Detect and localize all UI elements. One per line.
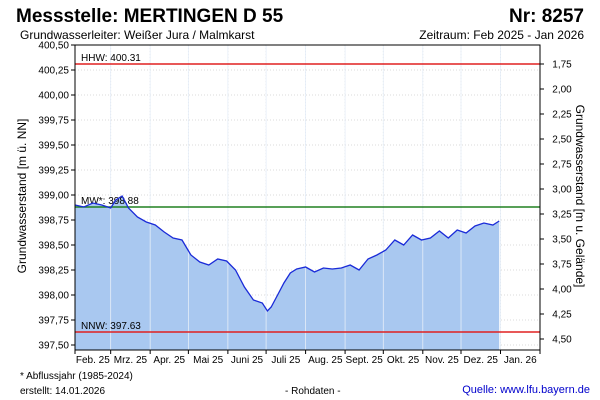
y-tick-label: 397,50 — [38, 341, 69, 352]
y2-tick-label: 3,00 — [552, 185, 572, 196]
y-tick-label: 400,25 — [38, 66, 69, 77]
y2-tick-label: 3,75 — [552, 260, 572, 271]
y2-tick-label: 4,50 — [552, 335, 572, 346]
y-tick-label: 399,00 — [38, 191, 69, 202]
x-tick-label: Juli 25 — [271, 355, 300, 366]
y-tick-label: 400,50 — [38, 41, 69, 52]
y2-tick-label: 2,50 — [552, 135, 572, 146]
y-tick-label: 397,75 — [38, 316, 69, 327]
y-tick-label: 398,50 — [38, 241, 69, 252]
period-info: Zeitraum: Feb 2025 - Jan 2026 — [419, 28, 584, 42]
x-tick-label: Aug. 25 — [308, 355, 343, 366]
y-axis-label: Grundwasserstand [m ü. NN] — [15, 119, 29, 274]
y2-tick-label: 4,25 — [552, 310, 572, 321]
y-tick-label: 398,75 — [38, 216, 69, 227]
x-tick-label: Feb. 25 — [76, 355, 110, 366]
water-level-area — [75, 196, 500, 350]
footnote: * Abflussjahr (1985-2024) — [20, 371, 133, 382]
y-tick-label: 399,75 — [38, 116, 69, 127]
y2-tick-label: 2,00 — [552, 85, 572, 96]
x-tick-label: Apr. 25 — [153, 355, 185, 366]
y2-tick-label: 3,50 — [552, 235, 572, 246]
rawdata-note: - Rohdaten - — [285, 386, 341, 397]
x-tick-label: Juni 25 — [231, 355, 264, 366]
left-axis-ticks: 397,50 397,75 398,00 398,25 398,50 398,75 399,… — [38, 41, 75, 352]
y2-tick-label: 3,25 — [552, 210, 572, 221]
y2-tick-label: 1,75 — [552, 60, 572, 71]
x-tick-label: Jan. 26 — [504, 355, 537, 366]
x-tick-label: Nov. 25 — [425, 355, 459, 366]
right-axis-ticks: 1,75 2,00 2,25 2,50 2,75 3,00 3,25 3,50 3,75 4,00… — [540, 60, 572, 346]
y2-tick-label: 2,25 — [552, 110, 572, 121]
reference-label: NNW: 397.63 — [81, 321, 141, 332]
source-link[interactable]: Quelle: www.lfu.bayern.de — [462, 384, 590, 396]
x-tick-label: Sept. 25 — [346, 355, 384, 366]
x-tick-label: Okt. 25 — [387, 355, 420, 366]
created-date: erstellt: 14.01.2026 — [20, 386, 106, 397]
y-tick-label: 400,00 — [38, 91, 69, 102]
x-axis-ticks: Feb. 25 Mrz. 25 Apr. 25 Mai 25 Juni 25 Juli 2… — [74, 350, 541, 366]
y-tick-label: 398,25 — [38, 266, 69, 277]
y-tick-label: 398,00 — [38, 291, 69, 302]
y2-tick-label: 2,75 — [552, 160, 572, 171]
page-title: Messstelle: MERTINGEN D 55 — [16, 6, 284, 27]
x-tick-label: Mrz. 25 — [114, 355, 148, 366]
reference-label: HHW: 400.31 — [81, 53, 141, 64]
plot-frame — [74, 44, 541, 351]
y-tick-label: 399,50 — [38, 141, 69, 152]
x-tick-label: Mai 25 — [193, 355, 223, 366]
reference-label: MW*: 398.88 — [81, 196, 139, 207]
y-tick-label: 399,25 — [38, 166, 69, 177]
aquifer-info: Grundwasserleiter: Weißer Jura / Malmkar… — [20, 28, 255, 42]
y2-axis-label: Grundwasserstand [m u. Gelände] — [573, 105, 587, 288]
water-level-line — [74, 195, 500, 313]
reference-lines: HHW: 400.31 MW*: 398.88 NNW: 397.63 — [75, 45, 540, 350]
x-tick-label: Dez. 25 — [464, 355, 499, 366]
station-number: Nr: 8257 — [509, 6, 584, 27]
y2-tick-label: 4,00 — [552, 285, 572, 296]
